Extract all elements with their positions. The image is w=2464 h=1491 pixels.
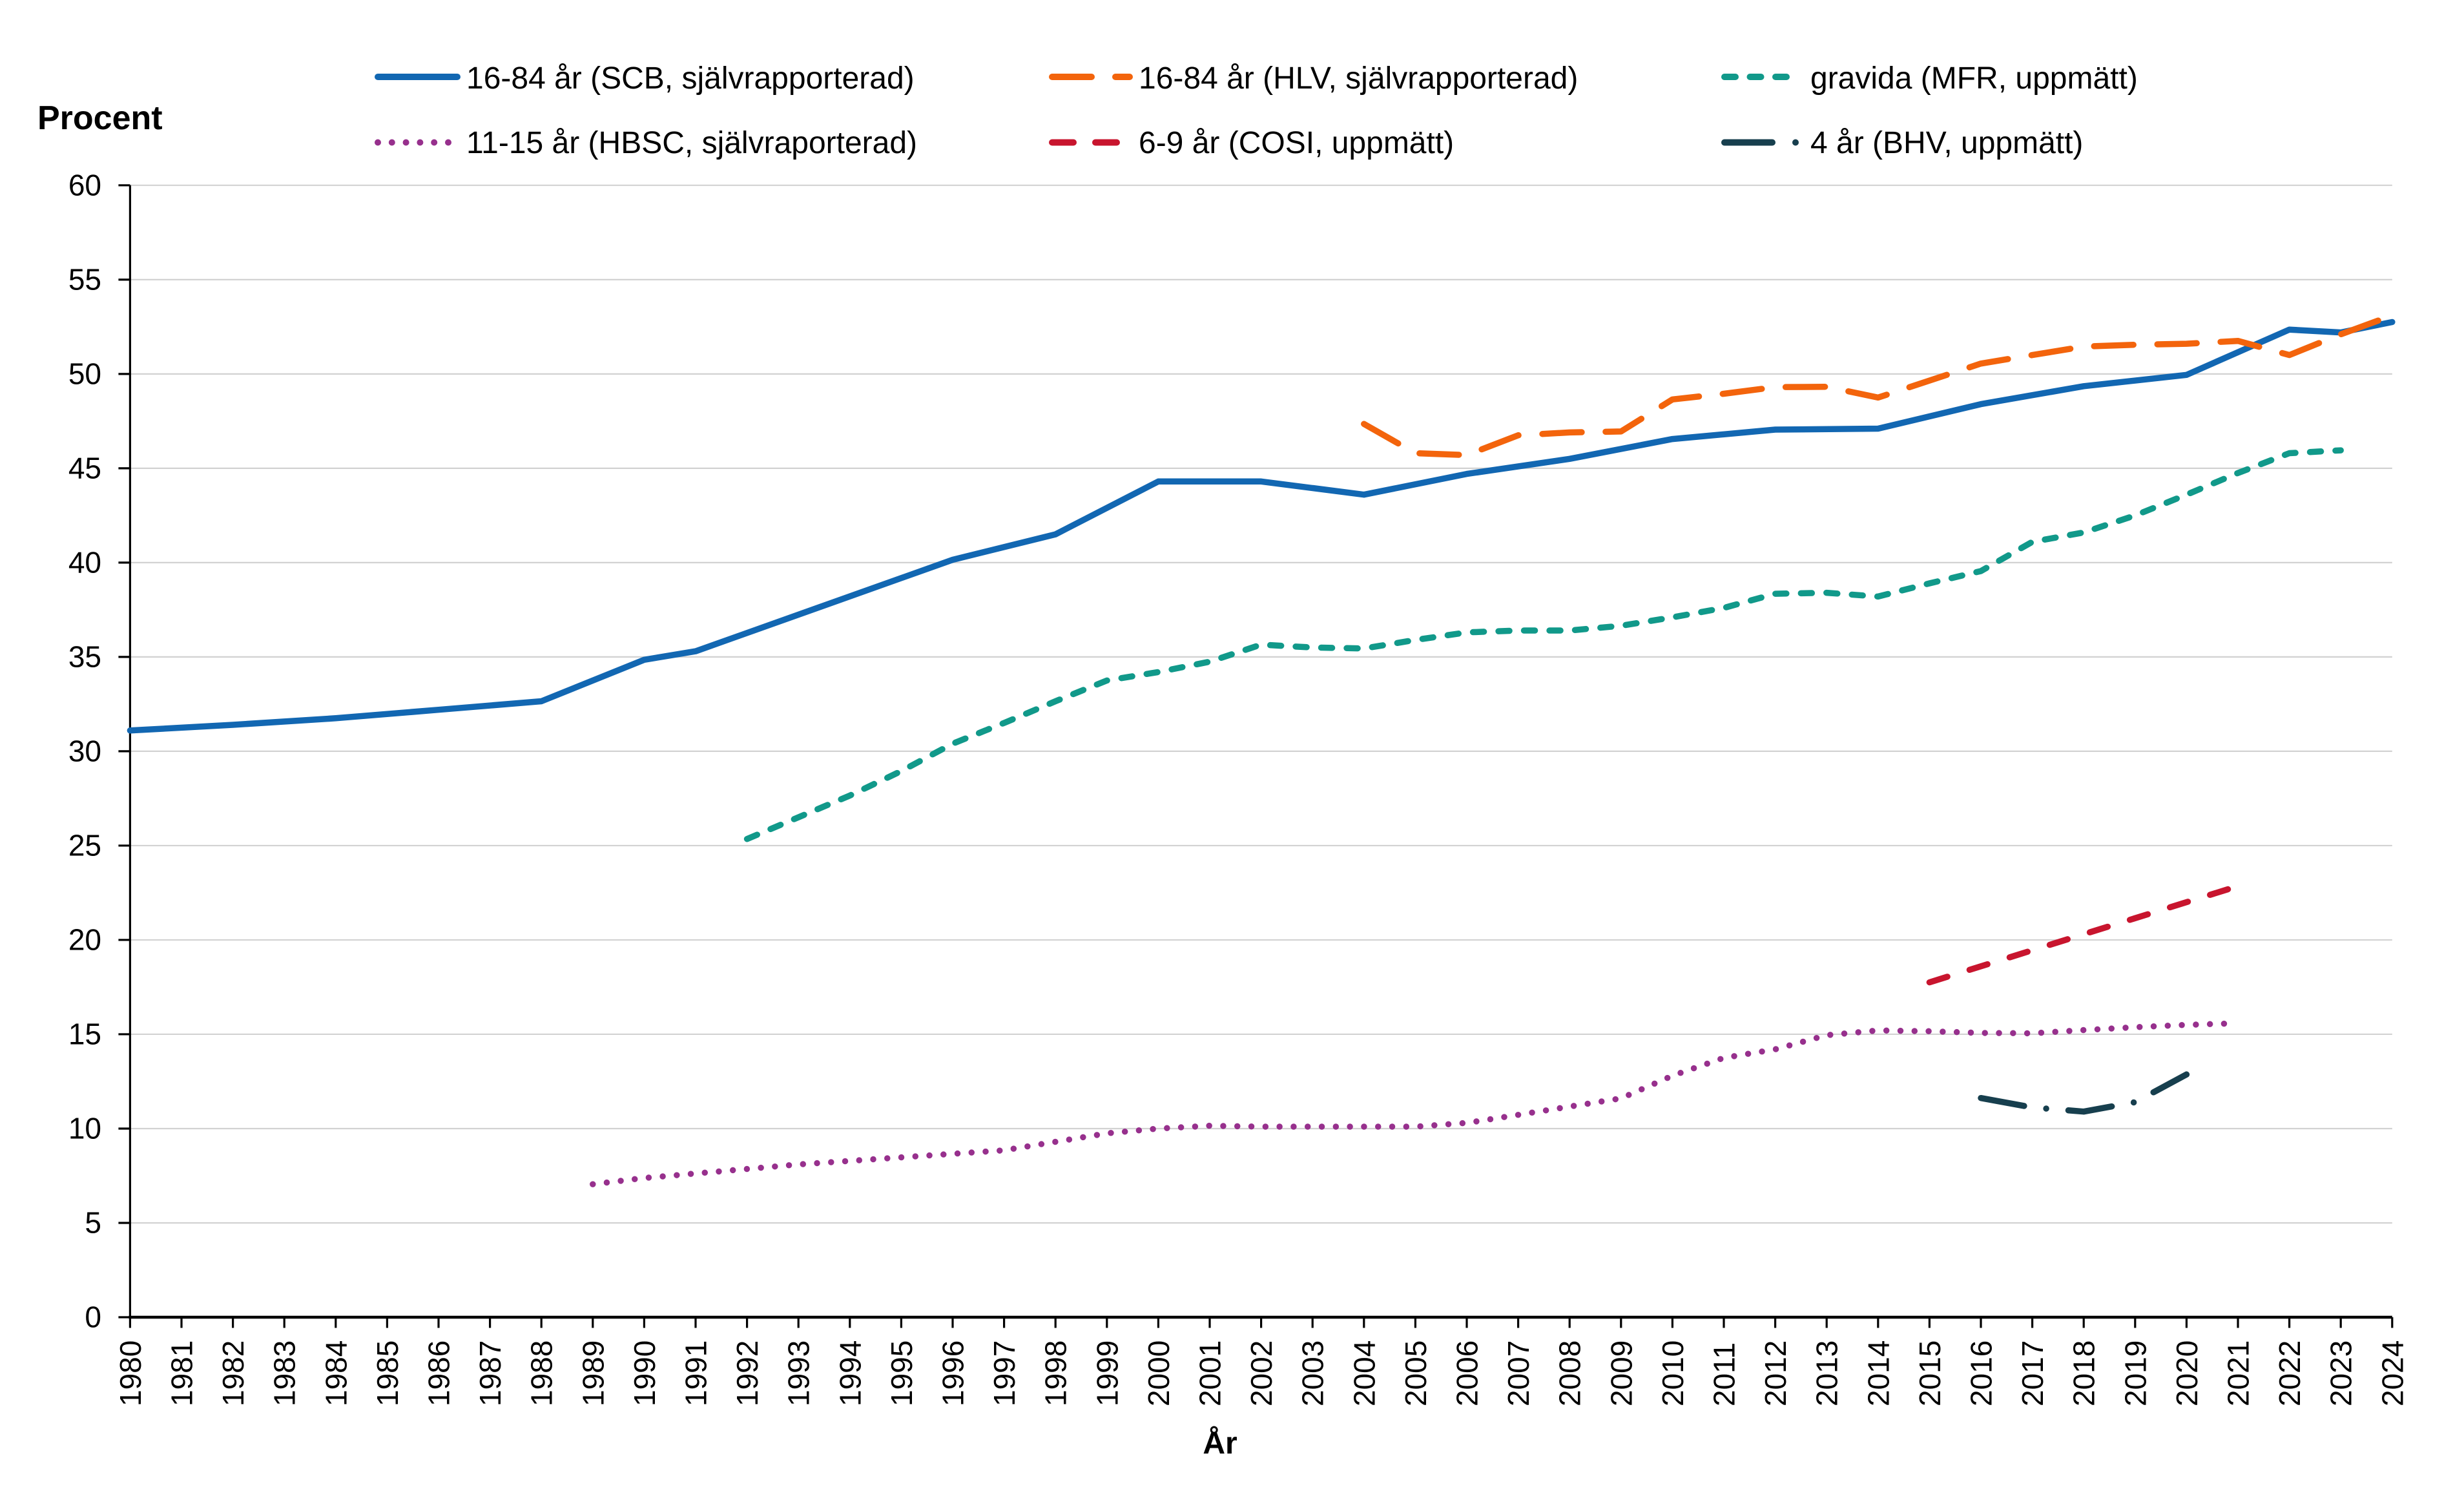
svg-text:1988: 1988 <box>525 1340 559 1406</box>
svg-text:2004: 2004 <box>1347 1340 1381 1406</box>
svg-text:1987: 1987 <box>473 1340 507 1406</box>
svg-text:2021: 2021 <box>2222 1340 2255 1406</box>
svg-text:1992: 1992 <box>730 1340 764 1406</box>
svg-text:6-9 år (COSI, uppmätt): 6-9 år (COSI, uppmätt) <box>1139 126 1454 160</box>
svg-text:45: 45 <box>68 451 101 485</box>
svg-text:2014: 2014 <box>1861 1340 1895 1406</box>
svg-text:2022: 2022 <box>2273 1340 2306 1406</box>
svg-text:2016: 2016 <box>1965 1340 1998 1406</box>
svg-text:2008: 2008 <box>1553 1340 1587 1406</box>
svg-text:1989: 1989 <box>576 1340 610 1406</box>
svg-text:50: 50 <box>68 357 101 390</box>
svg-text:16-84 år (SCB, självrapportera: 16-84 år (SCB, självrapporterad) <box>466 61 915 96</box>
svg-text:2002: 2002 <box>1245 1340 1278 1406</box>
svg-text:2010: 2010 <box>1656 1340 1690 1406</box>
svg-text:25: 25 <box>68 828 101 862</box>
svg-text:1984: 1984 <box>319 1340 353 1406</box>
svg-text:2018: 2018 <box>2067 1340 2101 1406</box>
svg-text:30: 30 <box>68 734 101 767</box>
svg-text:10: 10 <box>68 1112 101 1145</box>
svg-text:1990: 1990 <box>628 1340 661 1406</box>
svg-text:2019: 2019 <box>2118 1340 2152 1406</box>
svg-text:0: 0 <box>85 1300 101 1334</box>
svg-text:1993: 1993 <box>782 1340 816 1406</box>
svg-text:1981: 1981 <box>165 1340 199 1406</box>
svg-text:gravida (MFR, uppmätt): gravida (MFR, uppmätt) <box>1810 61 2138 96</box>
svg-text:2023: 2023 <box>2324 1340 2358 1406</box>
svg-text:35: 35 <box>68 640 101 673</box>
svg-text:15: 15 <box>68 1017 101 1051</box>
svg-text:60: 60 <box>68 168 101 202</box>
svg-text:1980: 1980 <box>114 1340 147 1406</box>
svg-text:1997: 1997 <box>988 1340 1021 1406</box>
svg-text:2013: 2013 <box>1810 1340 1844 1406</box>
svg-text:1998: 1998 <box>1039 1340 1073 1406</box>
svg-text:2003: 2003 <box>1296 1340 1330 1406</box>
svg-text:40: 40 <box>68 545 101 579</box>
svg-text:2005: 2005 <box>1399 1340 1433 1406</box>
svg-text:4 år (BHV, uppmätt): 4 år (BHV, uppmätt) <box>1810 126 2083 160</box>
svg-text:1982: 1982 <box>216 1340 250 1406</box>
svg-text:5: 5 <box>85 1206 101 1240</box>
svg-text:1994: 1994 <box>833 1340 867 1406</box>
svg-text:20: 20 <box>68 923 101 956</box>
svg-text:1999: 1999 <box>1090 1340 1124 1406</box>
svg-text:16-84 år (HLV, självrapportera: 16-84 år (HLV, självrapporterad) <box>1139 61 1578 96</box>
svg-text:2007: 2007 <box>1502 1340 1535 1406</box>
svg-text:2015: 2015 <box>1913 1340 1947 1406</box>
svg-text:2012: 2012 <box>1759 1340 1792 1406</box>
svg-text:2024: 2024 <box>2376 1340 2409 1406</box>
svg-text:2006: 2006 <box>1451 1340 1484 1406</box>
svg-text:11-15 år (HBSC, självraportera: 11-15 år (HBSC, självraporterad) <box>466 126 917 160</box>
svg-text:55: 55 <box>68 262 101 296</box>
svg-text:Procent: Procent <box>37 99 163 137</box>
svg-text:1983: 1983 <box>268 1340 302 1406</box>
svg-text:1986: 1986 <box>422 1340 456 1406</box>
svg-text:1996: 1996 <box>937 1340 970 1406</box>
svg-text:År: År <box>1203 1426 1237 1461</box>
svg-text:2011: 2011 <box>1708 1342 1741 1406</box>
svg-text:2009: 2009 <box>1604 1340 1638 1406</box>
svg-text:2017: 2017 <box>2016 1340 2049 1406</box>
svg-text:2000: 2000 <box>1142 1340 1175 1406</box>
svg-text:1985: 1985 <box>371 1340 404 1406</box>
svg-text:1995: 1995 <box>885 1340 918 1406</box>
svg-text:1991: 1991 <box>679 1340 713 1406</box>
svg-text:2001: 2001 <box>1194 1340 1227 1406</box>
svg-text:2020: 2020 <box>2170 1340 2204 1406</box>
